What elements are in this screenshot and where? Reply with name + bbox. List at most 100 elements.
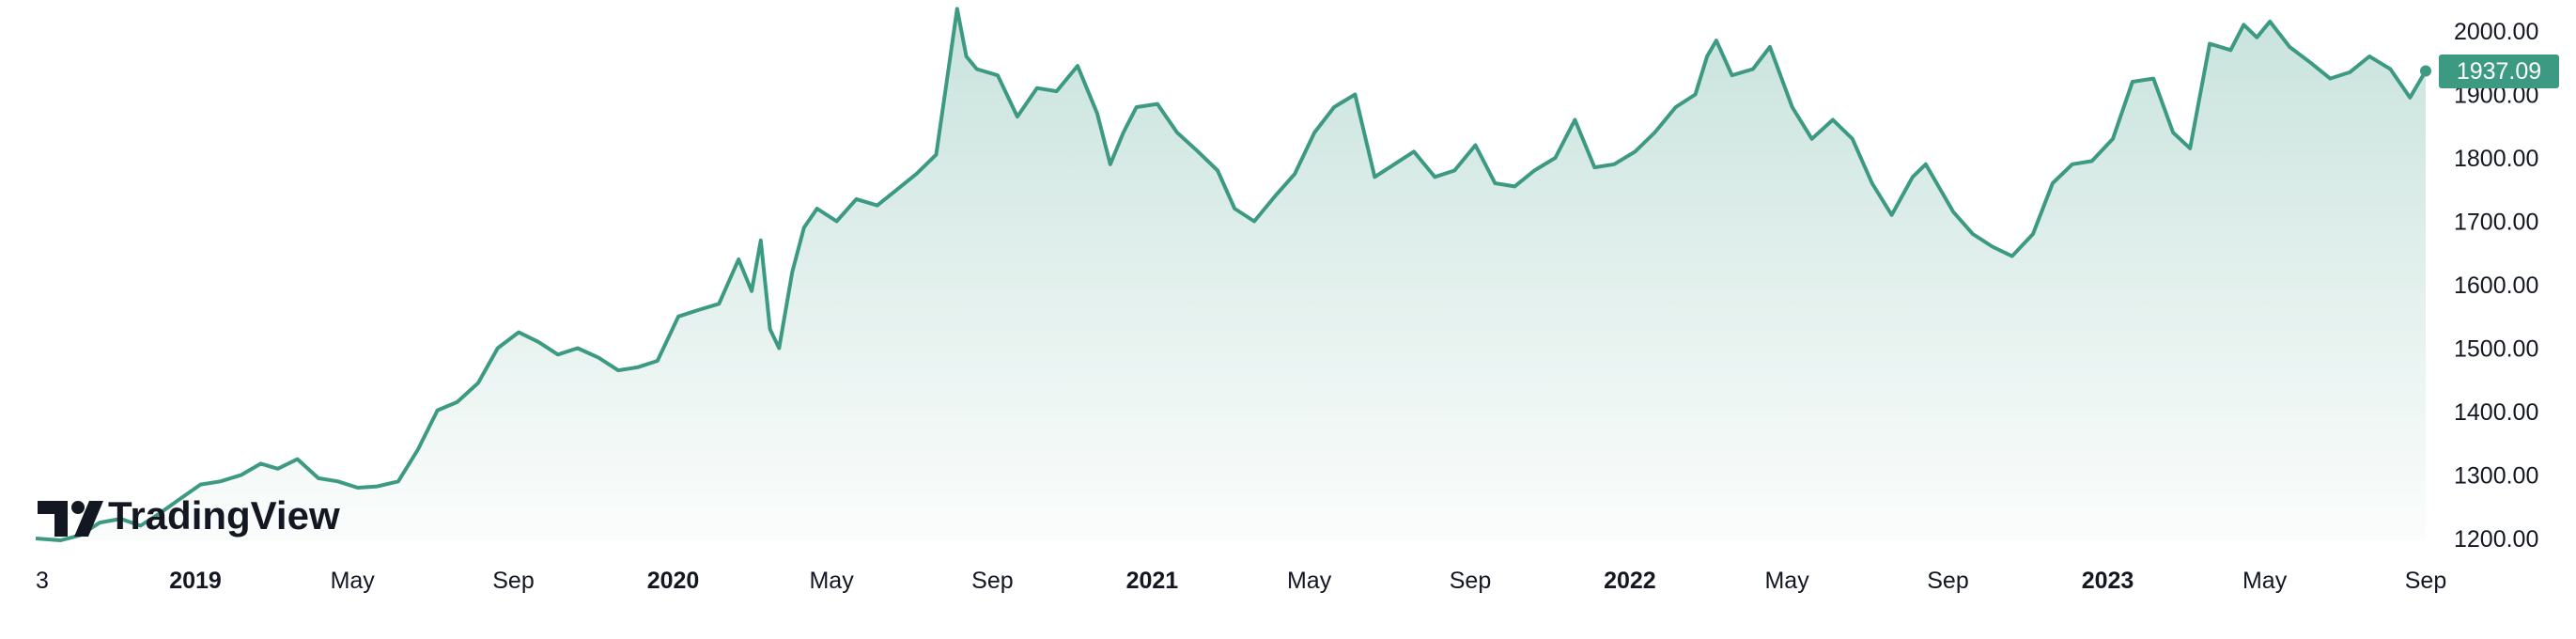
data-point [2111, 137, 2115, 141]
data-point [2051, 181, 2055, 185]
data-point [676, 315, 680, 319]
data-point [768, 327, 772, 331]
data-point [1452, 169, 1456, 173]
data-point [855, 197, 859, 201]
tradingview-logo-text: TradingView [108, 493, 340, 538]
data-point [935, 153, 939, 157]
tradingview-logo: TradingView [38, 493, 340, 538]
x-tick-label: Sep [971, 568, 1013, 594]
data-point [259, 461, 263, 465]
data-point [2071, 163, 2074, 166]
data-point [1705, 55, 1709, 58]
y-tick-label: 1300.00 [2454, 463, 2538, 490]
data-point [576, 347, 580, 351]
x-tick-label: May [1764, 568, 1809, 594]
data-point [416, 448, 420, 452]
data-point [915, 172, 919, 176]
data-point [536, 340, 540, 344]
data-point [396, 479, 400, 483]
data-point [2367, 55, 2371, 58]
data-point [759, 239, 763, 242]
data-point [696, 308, 700, 312]
data-point [2408, 96, 2412, 100]
data-point [1612, 163, 1616, 166]
data-point [1035, 86, 1039, 90]
data-point [1971, 232, 1975, 236]
data-point [1911, 175, 1915, 179]
data-point [1493, 181, 1497, 185]
price-line [35, 7, 2428, 542]
price-area-fill [36, 8, 2426, 540]
data-point [476, 382, 480, 385]
data-point [34, 537, 38, 540]
data-point [1273, 195, 1277, 198]
data-point [276, 467, 280, 471]
data-point [1951, 210, 1955, 213]
data-point [996, 73, 1000, 77]
data-point [1810, 137, 1814, 141]
data-point [2268, 20, 2272, 23]
data-point [1634, 149, 1637, 153]
data-point [876, 204, 879, 208]
x-tick-label: 2023 [2082, 568, 2134, 594]
x-tick-label: Sep [2405, 568, 2446, 594]
y-tick-label: 1400.00 [2454, 399, 2538, 426]
data-point [1991, 245, 1994, 249]
x-tick-label: Sep [1927, 568, 1968, 594]
data-point [1373, 175, 1376, 179]
data-point [456, 400, 459, 404]
data-point [1592, 165, 1596, 169]
data-point [1730, 73, 1734, 77]
data-point [317, 476, 320, 480]
data-point [2031, 232, 2035, 236]
line-layer [34, 7, 2431, 542]
data-point [656, 359, 660, 363]
data-point [2171, 131, 2175, 134]
data-point [517, 331, 520, 335]
data-point [835, 220, 839, 224]
data-point [2151, 77, 2155, 81]
data-point [1076, 64, 1079, 68]
data-point [2328, 77, 2332, 81]
data-point [98, 521, 101, 524]
data-point [1890, 213, 1894, 217]
data-point [436, 409, 440, 413]
data-point [1332, 105, 1336, 109]
data-point [1653, 131, 1656, 134]
data-point [2188, 147, 2192, 150]
data-point [1055, 89, 1059, 93]
data-point [1831, 118, 1835, 122]
data-point [1412, 149, 1416, 153]
y-tick-label: 1600.00 [2454, 273, 2538, 299]
data-point [737, 257, 740, 261]
data-point [790, 271, 794, 274]
x-tick-label: May [331, 568, 376, 594]
data-point [2255, 36, 2258, 39]
data-point [1791, 105, 1794, 109]
y-tick-label: 1800.00 [2454, 146, 2538, 172]
data-point [965, 55, 969, 58]
x-tick-label: May [1287, 568, 1332, 594]
last-price-badge-text: 1937.09 [2457, 58, 2541, 85]
y-axis: 2000.001900.001800.001700.001600.001500.… [2454, 19, 2538, 553]
data-point [815, 207, 819, 210]
data-point [1674, 105, 1678, 109]
data-point [1252, 220, 1256, 224]
y-tick-label: 1500.00 [2454, 336, 2538, 363]
data-point [199, 483, 203, 487]
data-point [1233, 207, 1236, 210]
data-point [955, 7, 959, 10]
data-point [1216, 169, 1219, 173]
data-point [2388, 68, 2392, 71]
data-point [1851, 137, 1854, 141]
data-point [1433, 175, 1436, 179]
data-point [1312, 131, 1316, 134]
data-point [1156, 102, 1159, 106]
last-price-badge-group: 1937.09 [2439, 55, 2559, 88]
x-tick-label: 2019 [169, 568, 222, 594]
x-axis: 3 2019 May Sep 2020 May Sep 2021 May Sep 2022 May Se… [36, 568, 2446, 594]
x-tick-label: Sep [1450, 568, 1491, 594]
data-point [2288, 45, 2291, 49]
